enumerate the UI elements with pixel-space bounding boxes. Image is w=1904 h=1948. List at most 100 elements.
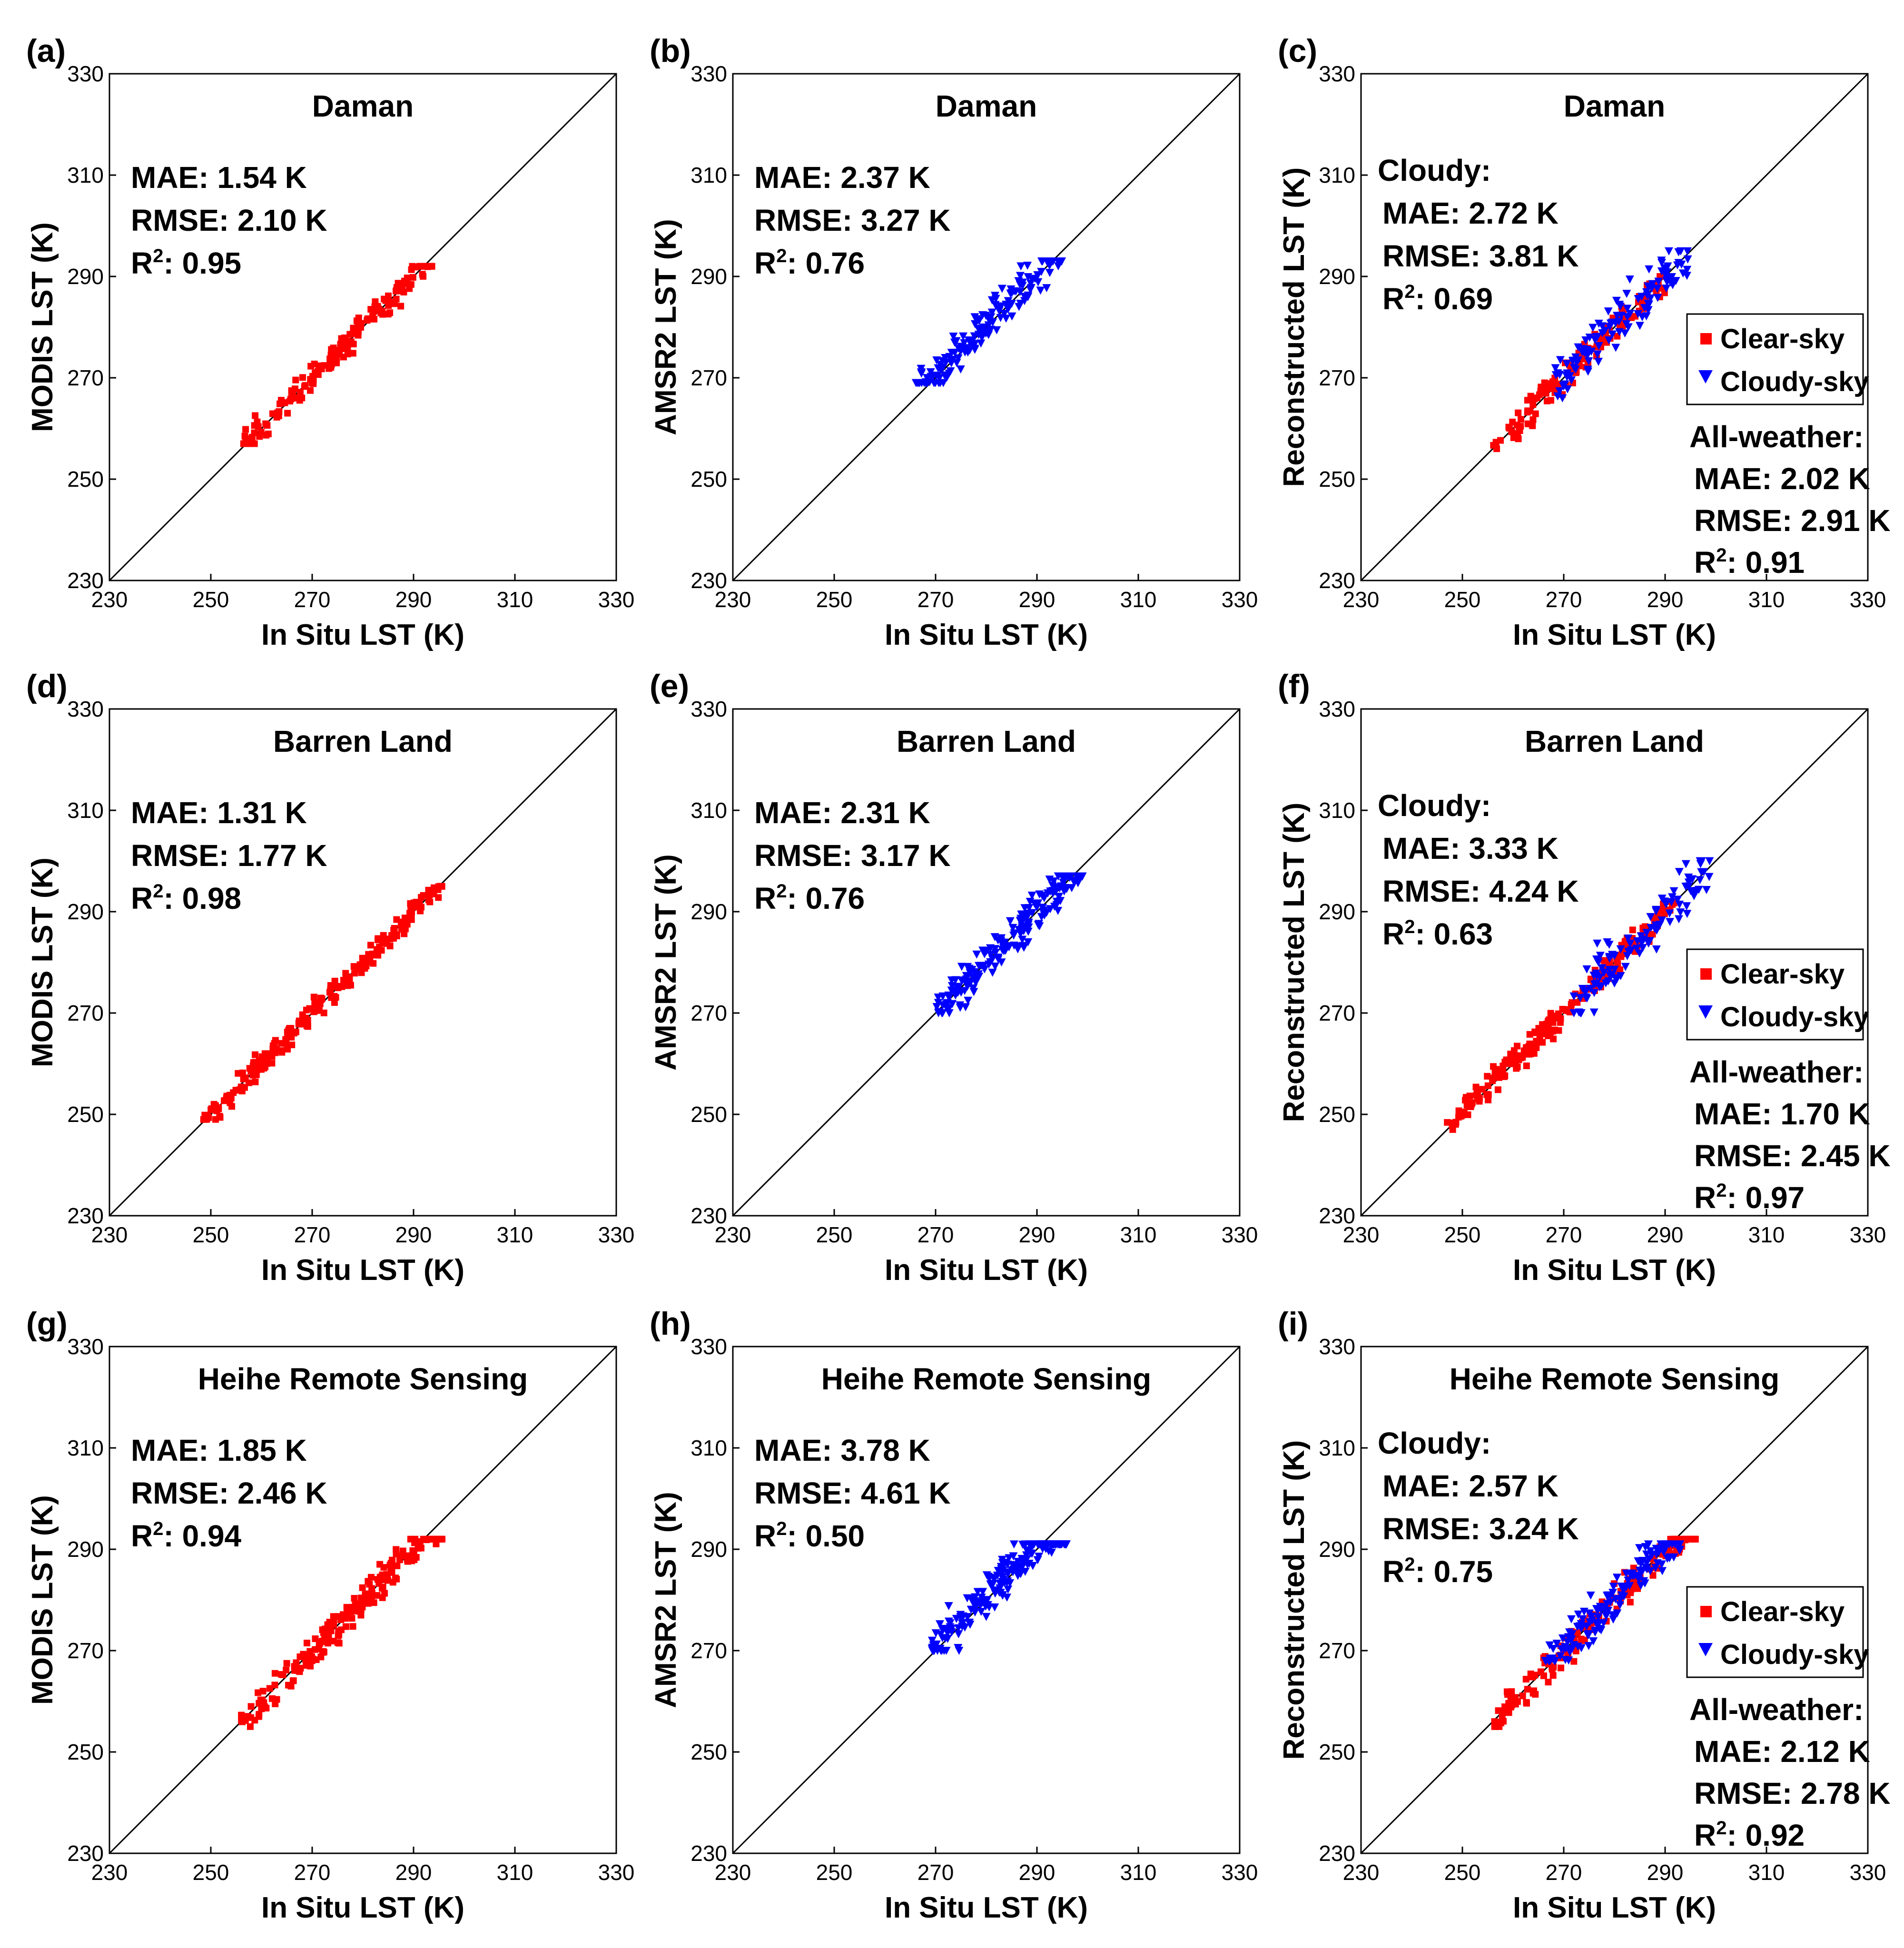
data-point [1638,1557,1648,1565]
legend-marker-clear [1700,1606,1712,1617]
data-point [1592,334,1601,342]
data-point [340,354,347,361]
data-point [271,1040,278,1047]
legend-box [1686,1586,1864,1678]
panel-label: (g) [26,1306,68,1342]
data-point [338,335,345,342]
data-point [1518,416,1525,423]
data-point [304,1016,311,1023]
data-point [1526,1031,1533,1038]
data-point [965,1618,974,1627]
y-tick-label: 330 [691,697,727,721]
data-point [303,1662,310,1669]
data-point [932,356,941,364]
y-axis-label: MODIS LST (K) [26,857,59,1067]
data-point [409,274,416,281]
data-point [956,365,965,374]
data-point [393,931,400,938]
y-tick-label: 290 [67,1537,104,1562]
data-point [964,996,973,1005]
data-point [997,285,1006,293]
data-point [1605,954,1614,963]
data-point [1060,884,1069,892]
y-tick-label: 290 [691,899,727,924]
data-point [1691,1535,1698,1543]
x-tick-label: 290 [395,1860,432,1885]
y-tick-label: 330 [67,1334,104,1359]
panel-title: Heihe Remote Sensing [1450,1362,1780,1396]
data-point [1036,286,1045,295]
x-axis-label: In Situ LST (K) [885,1254,1088,1287]
data-point [426,1535,433,1543]
data-point [1524,1686,1531,1693]
data-point [1558,394,1567,403]
y-tick-label: 250 [691,1740,727,1764]
data-point [1549,1664,1556,1672]
data-point [970,313,979,322]
data-point [1611,1595,1620,1604]
data-point [1508,1688,1515,1695]
data-point [1675,868,1684,876]
data-point [247,1723,254,1730]
data-point [1009,1540,1018,1549]
data-point [1609,1583,1618,1591]
data-point [1041,1540,1050,1549]
data-point [1653,285,1662,293]
stat2-line: RMSE: 2.78 K [1694,1776,1891,1810]
data-point [427,263,434,270]
data-point [337,341,344,348]
stat-line: MAE: 3.33 K [1382,831,1559,866]
data-point [1638,1566,1648,1575]
data-point [262,1058,269,1065]
stat-line: RMSE: 3.81 K [1382,239,1579,273]
data-point [1484,1072,1491,1080]
data-point [997,934,1006,943]
data-point [1635,1572,1644,1580]
data-point [1593,350,1602,359]
data-point [1552,1640,1561,1648]
data-point [1657,1540,1666,1549]
data-point [999,947,1008,955]
data-point [1545,1657,1554,1665]
data-point [299,374,306,381]
data-point [956,1001,965,1010]
data-point [962,979,971,988]
data-point [950,348,959,357]
data-point [337,1616,345,1623]
data-point [266,1685,273,1692]
y-tick-label: 310 [691,163,727,187]
data-point [1654,277,1663,286]
stat-line: MAE: 2.57 K [1382,1469,1559,1503]
data-point [1648,1551,1657,1560]
data-point [934,999,943,1007]
x-tick-label: 230 [715,1860,751,1885]
data-point [975,326,984,335]
data-point [1515,435,1522,443]
data-point [310,994,317,1001]
data-point [1547,384,1554,391]
data-point [1657,256,1666,265]
data-point [972,1602,981,1611]
series-amsr2 [911,257,1066,387]
data-point [1024,911,1033,920]
data-point [1676,247,1685,256]
data-point [1642,1550,1651,1559]
data-point [1560,380,1569,389]
data-point [977,1608,986,1616]
x-tick-label: 330 [1850,1860,1886,1885]
data-point [985,1603,994,1612]
data-point [1649,1572,1657,1579]
data-point [1020,297,1029,305]
data-point [938,992,947,1001]
x-tick-label: 250 [816,587,853,612]
data-point [1635,322,1644,330]
data-point [1613,312,1622,320]
stat-line: MAE: 3.78 K [754,1433,930,1467]
data-point [1027,891,1036,900]
data-point [278,1049,286,1056]
data-point [990,1603,999,1612]
data-point [1594,319,1603,328]
data-point [1652,1545,1661,1553]
data-point [1586,984,1595,993]
data-point [1681,860,1690,868]
